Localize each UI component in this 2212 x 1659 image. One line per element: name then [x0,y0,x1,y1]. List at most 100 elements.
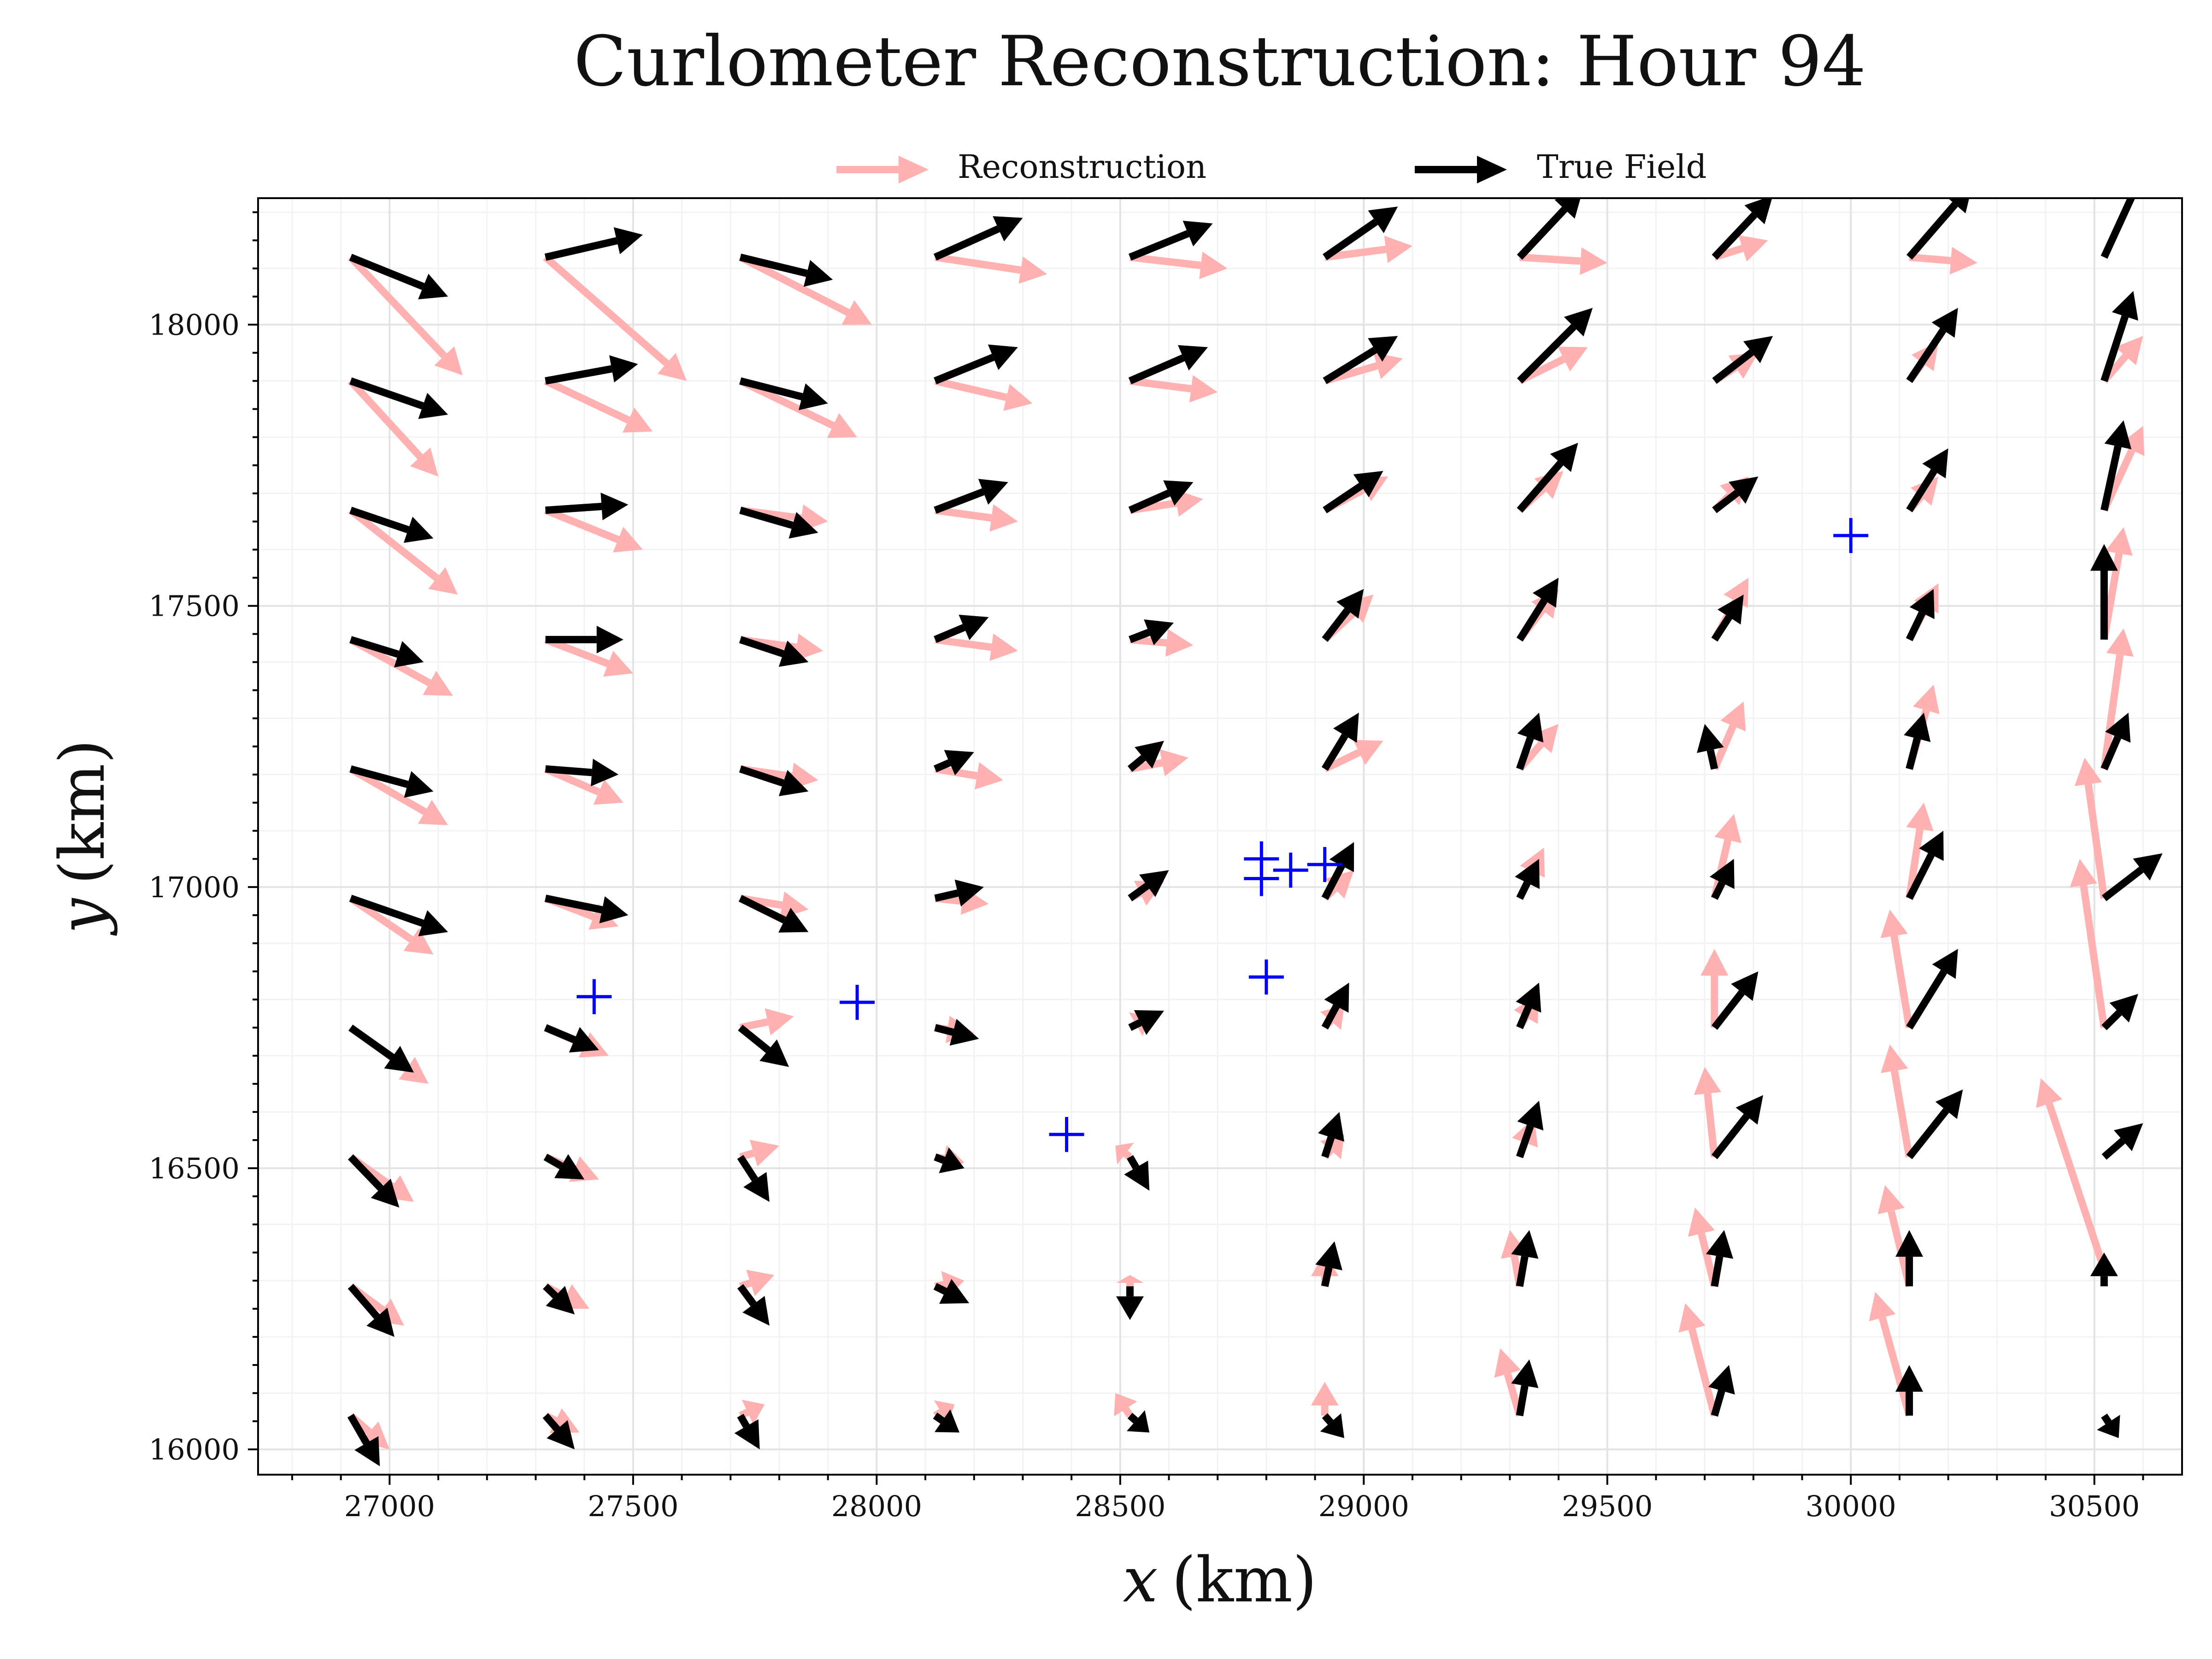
true-field-arrow [738,1024,789,1067]
true-field-arrow-shaft [1127,1412,1138,1424]
true-field-arrow-head [384,1046,414,1073]
reconstruction-arrow-head [1018,256,1047,284]
true-field-arrow-head [599,896,629,924]
true-field-arrow [1124,1155,1150,1191]
reconstruction-arrow-head [622,407,653,433]
true-field-arrow [1712,198,1772,260]
true-field-arrow [2101,1123,2143,1160]
reconstruction-arrow-head [2115,335,2143,365]
reconstruction-arrow-head [975,762,1004,790]
true-field-arrow [2100,198,2136,259]
true-field-arrow [349,253,448,300]
true-field-arrow [543,1153,585,1180]
true-field-arrow [739,765,809,796]
reconstruction-arrow-shaft [1909,253,1951,265]
y-tick-label: 16500 [149,1152,240,1185]
true-field-arrow-head [2090,1252,2118,1277]
spacecraft-marker [577,979,612,1014]
reconstruction-arrow-shaft [934,377,1007,401]
true-field-arrow-head [394,641,424,668]
plot-frame [257,197,2183,1476]
true-field-arrow-shaft [348,1024,394,1060]
true-field-arrow [739,253,833,287]
true-field-arrow [1516,577,1559,642]
reconstruction-arrow-shaft [348,507,439,581]
true-field-arrow-head [418,910,448,936]
true-field-arrow-shaft [1128,1019,1142,1031]
reconstruction-arrow [347,378,439,477]
reconstruction-arrow [934,253,1047,284]
reconstruction-arrow-shaft [2084,783,2108,899]
true-field-arrow [1712,477,1759,513]
true-field-arrow-shaft [739,765,784,787]
true-field-arrow-head [778,770,809,796]
true-field-arrow-shaft [737,1155,758,1182]
true-field-arrow-shaft [1906,328,1947,383]
true-field-arrow-head [1948,198,1970,213]
true-field-arrow-head [759,1039,789,1067]
reconstruction-arrow [738,254,872,325]
true-field-arrow-head [2109,994,2138,1023]
reconstruction-arrow-head [841,300,872,325]
true-field-arrow [934,1018,979,1046]
true-field-arrow-head [609,355,638,382]
true-field-arrow [1711,594,1744,642]
true-field-arrow-head [2133,853,2163,881]
reconstruction-arrow-shaft [1123,1150,1132,1160]
minor-grid [258,198,2182,1475]
true-field-arrow [2100,712,2131,771]
legend-true-field-arrow-icon [1415,156,1507,183]
true-field-arrow [1128,870,1169,901]
true-field-arrow [1906,198,1970,260]
true-field-arrow [545,493,629,520]
reconstruction-arrow-head [1714,814,1741,843]
true-field-arrow [1129,619,1174,646]
reconstruction-arrow [1869,1292,1913,1417]
reconstruction-arrow-head [1694,1067,1722,1095]
true-field-arrow-shaft [545,894,603,914]
reconstruction-arrow [544,506,643,553]
reconstruction-arrow-head [1869,1292,1896,1322]
true-field-arrow-shaft [1321,1004,1340,1030]
true-field-arrow-head [404,771,434,798]
reconstruction-arrow-head [827,413,858,438]
true-field-arrow [934,344,1018,384]
reconstruction-arrow-head [418,800,448,825]
true-field-arrow-shaft [1323,482,1363,513]
reconstruction-arrow-shaft [347,378,423,459]
true-field-arrow [348,1154,400,1208]
true-field-arrow-shaft [542,1413,560,1432]
true-field-arrow [737,1155,770,1202]
reconstruction-arrow-shaft [1704,1093,1718,1158]
reconstruction-arrow-head [1881,1044,1908,1073]
true-field-arrow-shaft [2100,735,2122,771]
true-field-arrow [1906,589,1935,641]
true-field-arrow-head [944,750,974,776]
true-field-arrow [1127,741,1164,772]
reconstruction-arrow-head [403,928,434,955]
reconstruction-arrow [348,254,463,376]
true-field-arrow-shaft [737,1413,750,1428]
true-field-arrow-head [1368,335,1398,362]
true-field-arrow-shaft [1712,212,1758,260]
true-field-arrow [1320,1413,1345,1438]
y-axis-variable: y [46,898,118,936]
reconstruction-arrow-head [1700,949,1729,976]
true-field-arrow-head [371,1178,400,1208]
y-tick-label: 17000 [149,871,240,904]
true-field-arrow-head [954,879,984,907]
true-field-arrow-head [1904,712,1931,742]
reconstruction-arrow-head [765,1008,794,1035]
true-field-arrow-head [2113,1123,2143,1151]
true-field-arrow [1709,859,1735,900]
true-field-arrow-head [1163,480,1194,506]
true-field-arrow-shaft [1516,1124,1534,1159]
reconstruction-arrow [935,504,1018,532]
true-field-arrow-shaft [1516,1385,1529,1417]
true-field-arrow-head [547,1420,575,1450]
true-field-arrow [1323,335,1398,384]
true-field-arrow-shaft [1516,1006,1532,1030]
true-field-arrow [1895,1230,1924,1287]
true-field-arrow-shaft [934,1024,954,1036]
